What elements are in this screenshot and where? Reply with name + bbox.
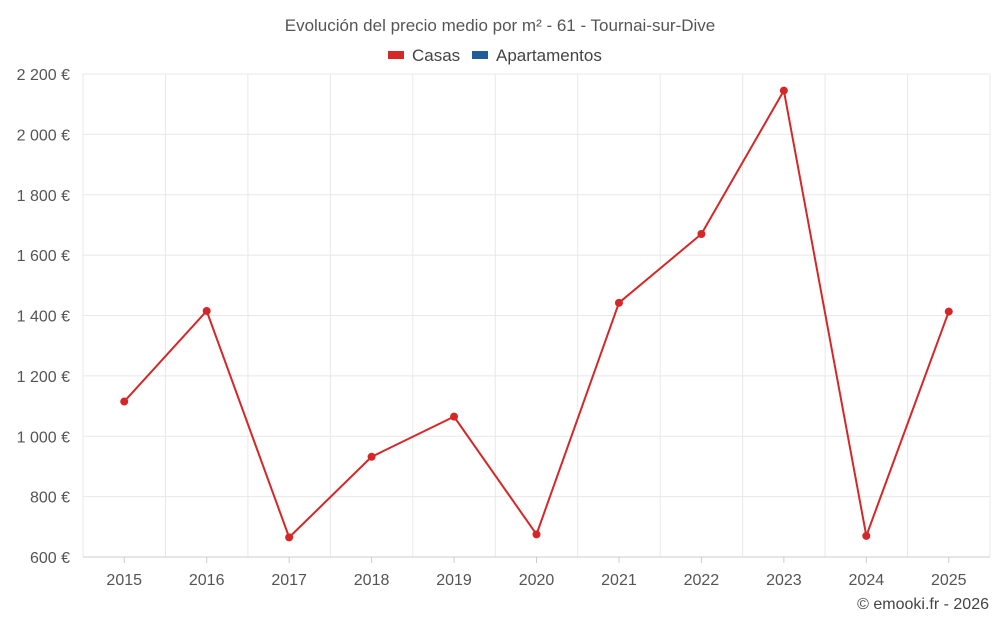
data-point-casas xyxy=(697,229,706,238)
x-tick-label: 2024 xyxy=(849,572,885,589)
x-axis: 2015 2016 2017 2018 2019 2020 2021 2022 2023 2024… xyxy=(83,556,990,589)
legend-label-casas: Casas xyxy=(412,46,460,65)
y-tick-label: 1 400 € xyxy=(17,309,70,326)
y-tick-label: 1 200 € xyxy=(17,369,70,386)
legend-swatch-apartamentos xyxy=(472,51,488,59)
grid xyxy=(82,73,991,557)
x-tick-label: 2022 xyxy=(684,572,720,589)
data-point-casas xyxy=(779,86,788,95)
x-tick-label: 2015 xyxy=(106,572,142,589)
y-tick-label: 2 200 € xyxy=(17,67,70,84)
data-point-casas xyxy=(614,298,623,307)
x-tick-label: 2016 xyxy=(189,572,225,589)
data-point-casas xyxy=(120,397,129,406)
x-tick-label: 2020 xyxy=(519,572,555,589)
data-point-casas xyxy=(202,306,211,315)
y-tick-label: 1 800 € xyxy=(17,188,70,205)
x-tick-label: 2018 xyxy=(354,572,390,589)
data-point-casas xyxy=(285,533,294,542)
series-layer xyxy=(120,86,953,542)
data-point-casas xyxy=(944,307,953,316)
x-tick-label: 2021 xyxy=(601,572,637,589)
legend-swatch-casas xyxy=(388,51,404,59)
x-tick-label: 2025 xyxy=(931,572,967,589)
legend: Casas Apartamentos xyxy=(388,46,602,65)
x-tick-label: 2023 xyxy=(766,572,802,589)
chart-title: Evolución del precio medio por m² - 61 -… xyxy=(285,16,716,35)
y-tick-label: 800 € xyxy=(30,490,70,507)
y-tick-label: 1 600 € xyxy=(17,248,70,265)
y-axis: 600 € 800 € 1 000 € 1 200 € 1 400 € 1 600 € 1 … xyxy=(17,67,70,567)
credit-text: © emooki.fr - 2026 xyxy=(857,596,989,613)
legend-label-apartamentos: Apartamentos xyxy=(496,46,602,65)
y-tick-label: 600 € xyxy=(30,550,70,567)
data-point-casas xyxy=(862,531,871,540)
y-tick-label: 1 000 € xyxy=(17,429,70,446)
data-point-casas xyxy=(450,412,459,421)
y-tick-label: 2 000 € xyxy=(17,127,70,144)
data-point-casas xyxy=(367,452,376,461)
x-tick-label: 2019 xyxy=(436,572,472,589)
x-tick-label: 2017 xyxy=(271,572,307,589)
data-point-casas xyxy=(532,530,541,539)
